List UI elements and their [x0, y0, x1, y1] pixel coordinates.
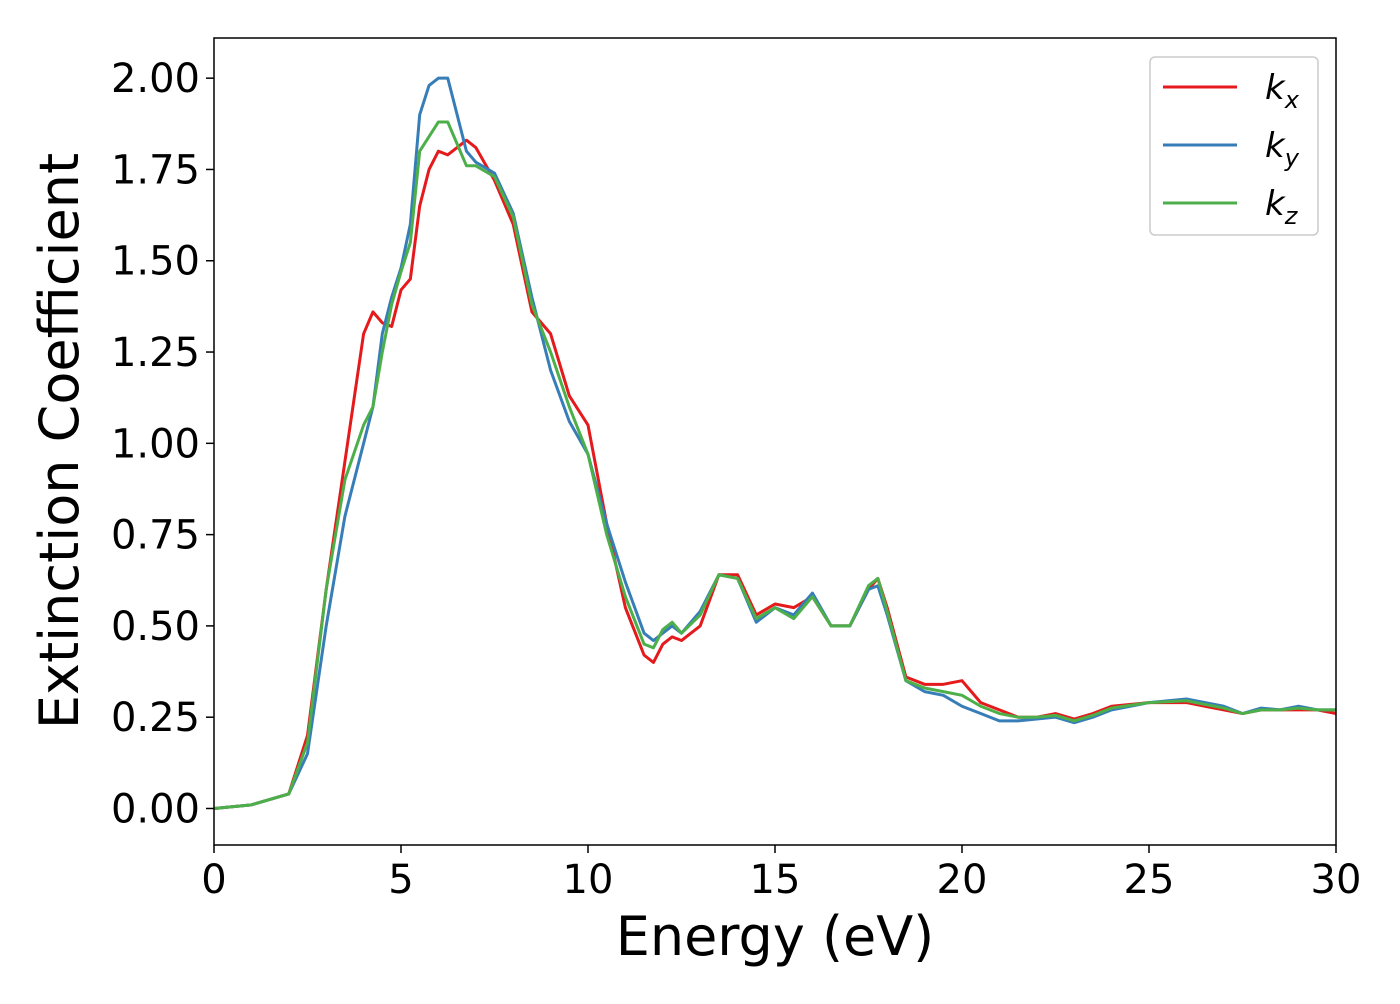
x-tick-label: 15	[750, 857, 801, 903]
y-tick-label: 0.25	[111, 695, 200, 741]
data-line	[214, 120, 1336, 810]
y-tick-label: 0.00	[111, 786, 200, 832]
legend-label: kz	[1265, 184, 1299, 230]
y-tick-label: 1.50	[111, 239, 200, 285]
x-tick-label: 30	[1311, 857, 1362, 903]
y-tick-label: 0.75	[111, 513, 200, 559]
legend-label: kx	[1265, 68, 1300, 114]
y-tick-label: 1.75	[111, 147, 200, 193]
x-axis-label: Energy (eV)	[616, 905, 935, 968]
legend-label-main: k	[1265, 126, 1286, 166]
y-axis-label: Extinction Coefficient	[28, 153, 91, 729]
x-tick-label: 25	[1124, 857, 1175, 903]
legend-label-main: k	[1265, 68, 1286, 108]
y-tick-label: 2.00	[111, 56, 200, 102]
legend-label-sub: x	[1284, 86, 1300, 114]
plot-frame	[213, 37, 1337, 846]
y-tick-label: 1.00	[111, 421, 200, 467]
x-tick-label: 10	[563, 857, 614, 903]
legend-label-sub: z	[1284, 202, 1299, 230]
y-tick-label: 1.25	[111, 330, 200, 376]
legend-label-main: k	[1265, 184, 1286, 224]
x-tick-label: 0	[201, 857, 226, 903]
x-tick-label: 5	[388, 857, 413, 903]
legend-label-sub: y	[1284, 144, 1300, 172]
legend-label: ky	[1265, 126, 1300, 172]
data-line	[214, 138, 1336, 810]
y-tick-label: 0.50	[111, 604, 200, 650]
x-tick-label: 20	[937, 857, 988, 903]
